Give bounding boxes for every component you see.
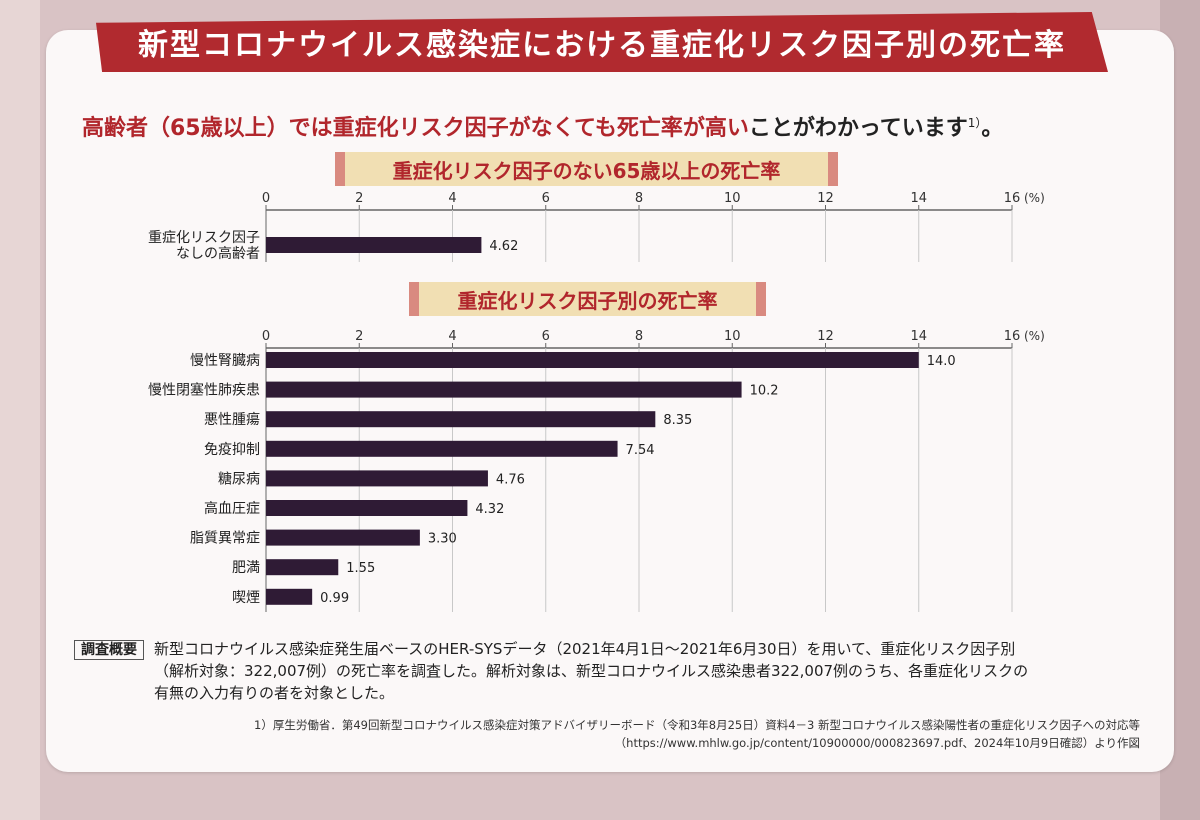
- chart2-category-label: 喫煙: [232, 590, 260, 606]
- chart2-unit-label: (%): [1024, 329, 1045, 343]
- chart2-bar: [266, 440, 618, 457]
- survey-line-1: 新型コロナウイルス感染症発生届ベースのHER-SYSデータ（2021年4月1日～…: [154, 640, 1016, 658]
- chart2-tick-label: 4: [448, 329, 456, 344]
- chart2-value-label: 14.0: [927, 354, 956, 369]
- footnote: 1）厚生労働省．第49回新型コロナウイルス感染症対策アドバイザリーボード（令和3…: [160, 716, 1140, 752]
- chart2-category-label: 悪性腫瘍: [204, 411, 260, 428]
- chart2-value-label: 7.54: [626, 443, 655, 458]
- chart1-tick-label: 12: [817, 191, 834, 206]
- subtitle-end: 。: [981, 116, 1004, 141]
- chart1-tick-label: 8: [635, 191, 643, 206]
- chart1-title-box: 重症化リスク因子のない65歳以上の死亡率: [335, 152, 838, 186]
- chart1-tick-label: 6: [542, 191, 550, 206]
- survey-tag: 調査概要: [74, 640, 144, 660]
- chart2-tick-label: 10: [724, 329, 741, 344]
- chart2-category-label: 脂質異常症: [190, 531, 260, 547]
- chart2-value-label: 10.2: [750, 384, 779, 399]
- subtitle: 高齢者（65歳以上）では重症化リスク因子がなくても死亡率が高いことがわかっていま…: [82, 110, 1172, 142]
- subtitle-ref: 1）: [967, 116, 982, 130]
- chart2-tick-label: 16: [1004, 329, 1021, 344]
- title-banner: 新型コロナウイルス感染症における重症化リスク因子別の死亡率: [96, 12, 1108, 72]
- chart1-tick-label: 10: [724, 191, 741, 206]
- chart2-bar: [266, 352, 919, 368]
- chart1-tick-label: 2: [355, 191, 363, 206]
- chart1-value-label: 4.62: [489, 239, 518, 254]
- chart2-title-box: 重症化リスク因子別の死亡率: [409, 282, 766, 316]
- chart2-category-label: 慢性閉塞性肺疾患: [148, 382, 260, 399]
- chart1-tick-label: 14: [910, 191, 927, 206]
- chart2-bar: [266, 411, 656, 428]
- chart1-tick-label: 0: [262, 191, 270, 206]
- chart2-value-label: 0.99: [320, 591, 349, 606]
- chart2-category-label: 肥満: [232, 560, 260, 576]
- footnote-line-1: 1）厚生労働省．第49回新型コロナウイルス感染症対策アドバイザリーボード（令和3…: [254, 718, 1140, 732]
- chart1-category-label: なしの高齢者: [176, 245, 260, 262]
- chart2-title: 重症化リスク因子別の死亡率: [457, 288, 718, 313]
- chart1-tick-label: 4: [448, 191, 456, 206]
- chart2-tick-label: 8: [635, 329, 643, 344]
- chart2-tick-label: 0: [262, 329, 270, 344]
- chart2-category-label: 糖尿病: [218, 471, 260, 487]
- chart2-value-label: 1.55: [346, 561, 375, 576]
- chart2-bar: [266, 470, 488, 487]
- page-title: 新型コロナウイルス感染症における重症化リスク因子別の死亡率: [138, 28, 1066, 63]
- chart2-tick-label: 12: [817, 329, 834, 344]
- chart2-category-label: 高血圧症: [204, 500, 260, 517]
- chart2-value-label: 8.35: [663, 413, 692, 428]
- survey-notes: 調査概要 新型コロナウイルス感染症発生届ベースのHER-SYSデータ（2021年4…: [74, 638, 1154, 704]
- chart2-bar: [266, 588, 313, 605]
- chart2-category-label: 免疫抑制: [204, 442, 260, 458]
- chart1-unit-label: (%): [1024, 191, 1045, 205]
- chart2-tick-label: 2: [355, 329, 363, 344]
- chart2-category-label: 慢性腎臓病: [190, 352, 260, 369]
- chart1-title: 重症化リスク因子のない65歳以上の死亡率: [392, 158, 781, 183]
- chart2-value-label: 4.76: [496, 472, 525, 487]
- chart2-bar: [266, 559, 339, 576]
- page-edge-left: [0, 0, 40, 820]
- survey-line-2: （解析対象：322,007例）の死亡率を調査した。解析対象は、新型コロナウイルス…: [154, 662, 1029, 680]
- footnote-line-2: （https://www.mhlw.go.jp/content/10900000…: [614, 736, 1140, 750]
- chart1-bar: [266, 237, 482, 253]
- chart2-value-label: 3.30: [428, 532, 457, 547]
- subtitle-highlight: 高齢者（65歳以上）では重症化リスク因子がなくても死亡率が高い: [82, 116, 749, 141]
- chart2-bar: [266, 529, 420, 546]
- chart2-tick-label: 14: [910, 329, 927, 344]
- survey-line-3: 有無の入力有りの者を対象とした。: [154, 684, 395, 702]
- chart2-bar: [266, 381, 742, 398]
- chart1-category-label: 重症化リスク因子: [148, 230, 260, 246]
- chart2-bar: [266, 500, 468, 516]
- chart2-tick-label: 6: [542, 329, 550, 344]
- chart1-tick-label: 16: [1004, 191, 1021, 206]
- subtitle-rest: ことがわかっています: [748, 116, 968, 141]
- chart2-value-label: 4.32: [475, 502, 504, 517]
